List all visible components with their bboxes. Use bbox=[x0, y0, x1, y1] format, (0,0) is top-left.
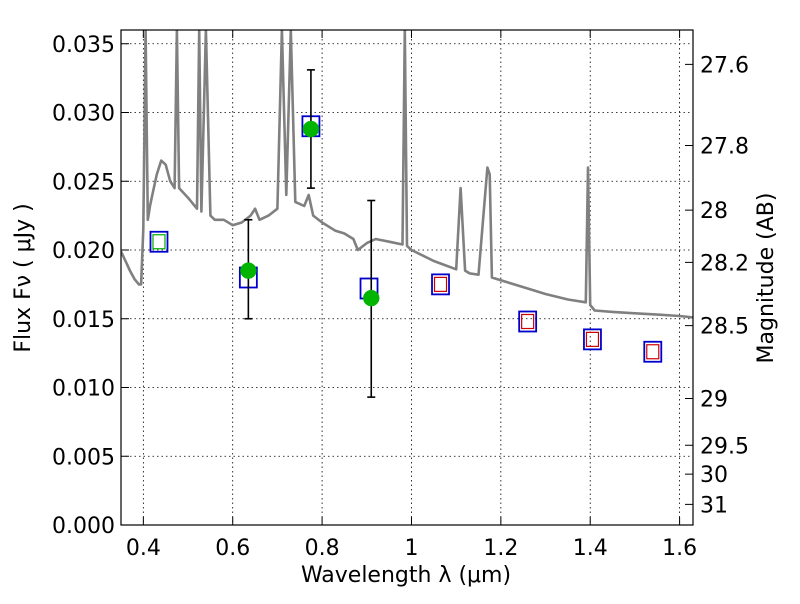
measurement-point bbox=[302, 120, 320, 138]
model-photometry-square bbox=[585, 331, 600, 347]
observed-photometry-square bbox=[643, 340, 663, 363]
y2-tick-label: 27.8 bbox=[700, 135, 749, 160]
y2-tick-label: 31 bbox=[700, 493, 728, 518]
y2-tick-label: 29 bbox=[700, 388, 728, 413]
y-tick-label: 0.015 bbox=[52, 308, 115, 333]
plot-frame bbox=[120, 29, 694, 526]
y2-tick-label: 28.5 bbox=[700, 315, 749, 340]
observed-photometry-square bbox=[431, 273, 450, 296]
x-tick-label: 0.6 bbox=[215, 536, 250, 561]
y-tick-label: 0.025 bbox=[52, 170, 115, 195]
observed-photometry-square bbox=[149, 230, 169, 253]
x-tick-label: 1 bbox=[404, 536, 418, 561]
x-tick-label: 0.8 bbox=[305, 536, 340, 561]
y-tick-label: 0.005 bbox=[52, 445, 115, 470]
observed-photometry-square bbox=[583, 328, 602, 351]
model-photometry-square bbox=[152, 234, 166, 250]
y2-tick-label: 29.5 bbox=[700, 434, 749, 459]
x-axis-title: Wavelength λ (μm) bbox=[301, 563, 511, 588]
y-tick-label: 0.010 bbox=[52, 377, 115, 402]
y-tick-label: 0.035 bbox=[52, 33, 115, 58]
x-tick-label: 1.6 bbox=[662, 536, 697, 561]
model-photometry-square bbox=[433, 276, 448, 292]
y2-tick-label: 28 bbox=[700, 199, 728, 224]
model-photometry-square bbox=[521, 313, 535, 330]
x-tick-label: 1.4 bbox=[573, 536, 608, 561]
measurement-point bbox=[363, 289, 380, 307]
y2-axis-title: Magnitude (AB) bbox=[754, 193, 779, 364]
observed-photometry-square bbox=[518, 310, 538, 333]
y-tick-label: 0.030 bbox=[52, 102, 115, 127]
model-spectrum-line bbox=[121, 30, 693, 319]
y-tick-label: 0.020 bbox=[52, 239, 115, 264]
plot-series bbox=[121, 30, 693, 319]
y2-tick-label: 28.2 bbox=[700, 251, 749, 276]
y-tick-label: 0.000 bbox=[52, 514, 115, 539]
axis-ticks: 0.4 0.6 0.8 1 1.2 1.4 1.6 0.000 0.005 0.010 0.015 0… bbox=[52, 30, 749, 561]
y2-tick-label: 27.6 bbox=[700, 53, 749, 78]
y-axis-title: Flux Fν ( μJy ) bbox=[11, 203, 36, 352]
x-tick-label: 0.4 bbox=[126, 536, 161, 561]
data-markers bbox=[149, 69, 663, 398]
model-photometry-square bbox=[646, 344, 660, 360]
x-tick-label: 1.2 bbox=[483, 536, 518, 561]
grid-lines bbox=[121, 30, 693, 526]
measurement-point bbox=[240, 262, 257, 279]
y2-tick-label: 30 bbox=[700, 463, 728, 488]
